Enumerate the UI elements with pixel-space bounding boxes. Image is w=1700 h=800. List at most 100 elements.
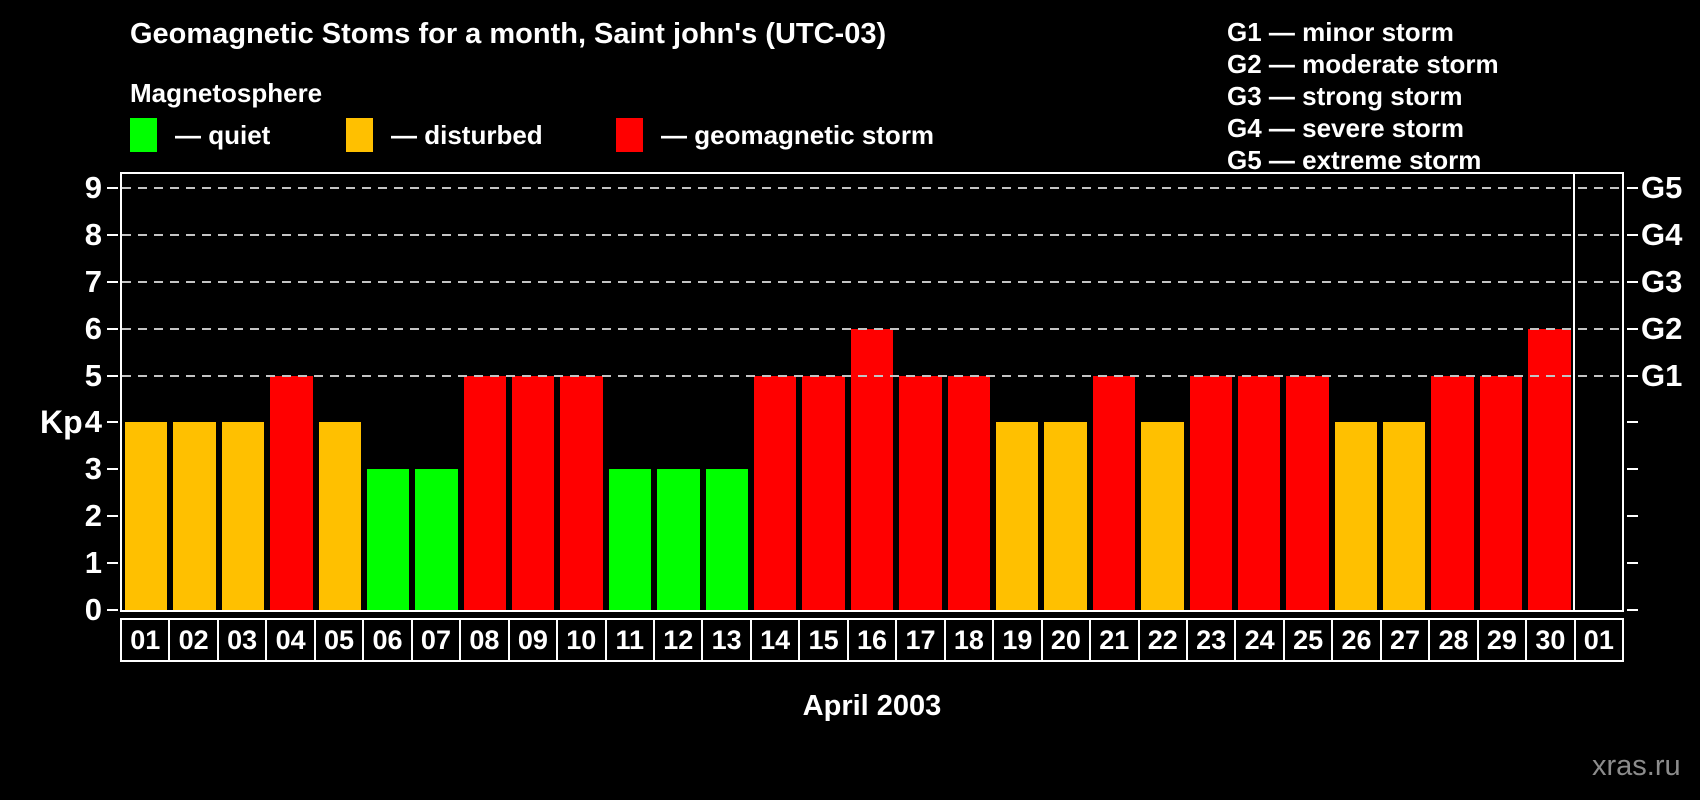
day-label-20: 20 <box>1040 618 1092 662</box>
bar-day-12 <box>657 469 700 610</box>
day-label-17: 17 <box>895 618 946 662</box>
day-label-11: 11 <box>604 618 655 662</box>
watermark: xras.ru <box>1592 750 1681 782</box>
x-axis-day-labels: 01 02 03 04 05 06 07 08 09 10 11 12 13 14 15 16 17 18 19 20… <box>120 618 1625 662</box>
kp-tick-label-4: 4 <box>84 404 102 440</box>
bar-day-07 <box>415 469 458 610</box>
kp-tick-6 <box>107 327 118 330</box>
legend-label-disturbed: — disturbed <box>391 119 543 150</box>
g-tick-7 <box>1627 280 1638 283</box>
bar-day-16 <box>850 328 894 610</box>
plot-frame <box>120 172 1624 612</box>
day-label-12: 12 <box>652 618 704 662</box>
day-label-10: 10 <box>556 618 607 662</box>
day-label-16: 16 <box>846 618 898 662</box>
x-axis-label: April 2003 <box>802 690 942 722</box>
g-axis: G1 G2 G3 G4 G5 <box>1624 170 1700 611</box>
bar-day-25 <box>1286 375 1329 610</box>
g-label-G2: G2 <box>1641 310 1683 346</box>
y-axis-label: Kp <box>40 404 83 440</box>
gridline-kp-6 <box>122 327 1622 330</box>
gridline-kp-5 <box>122 374 1622 377</box>
bar-day-22 <box>1141 422 1184 610</box>
bar-day-19 <box>995 422 1039 610</box>
day-label-18: 18 <box>943 618 995 662</box>
day-label-19: 19 <box>992 618 1043 662</box>
kp-tick-label-7: 7 <box>84 263 102 299</box>
magnetosphere-label: Magnetosphere <box>130 78 323 108</box>
day-label-06: 06 <box>362 618 413 662</box>
gscale-line-g3: G3 — strong storm <box>1227 81 1463 111</box>
gscale-legend: G1 — minor storm G2 — moderate storm G3 — … <box>1227 16 1499 176</box>
kp-tick-label-9: 9 <box>84 170 102 206</box>
g-label-G1: G1 <box>1641 357 1683 393</box>
kp-tick-2 <box>107 515 118 518</box>
bar-day-17 <box>899 375 942 610</box>
bar-day-06 <box>366 469 410 610</box>
bar-day-23 <box>1189 375 1232 610</box>
g-tick-4 <box>1627 421 1638 424</box>
day-label-14: 14 <box>749 618 801 662</box>
legend-label-storm: — geomagnetic storm <box>661 119 935 150</box>
g-tick-1 <box>1627 562 1638 565</box>
day-label-15: 15 <box>798 618 849 662</box>
day-label-30: 30 <box>1525 618 1576 662</box>
bar-day-02 <box>173 422 216 610</box>
day-label-23: 23 <box>1185 618 1237 662</box>
bar-day-20 <box>1044 422 1087 610</box>
kp-tick-label-6: 6 <box>84 310 102 346</box>
g-label-G4: G4 <box>1641 216 1683 252</box>
chart-title: Geomagnetic Stoms for a month, Saint joh… <box>130 18 887 50</box>
kp-tick-0 <box>107 609 118 611</box>
bar-day-14 <box>754 375 797 610</box>
day-label-25: 25 <box>1282 618 1334 662</box>
gscale-line-g1: G1 — minor storm <box>1227 17 1454 47</box>
kp-tick-label-5: 5 <box>84 357 102 393</box>
bar-day-08 <box>463 375 507 610</box>
plot-area <box>122 174 1622 610</box>
kp-tick-label-3: 3 <box>84 451 102 487</box>
day-label-01: 01 <box>120 618 171 662</box>
bar-day-13 <box>705 469 749 610</box>
bar-day-24 <box>1237 375 1281 610</box>
kp-tick-label-0: 0 <box>84 592 102 627</box>
legend-item-disturbed: — disturbed <box>346 118 543 152</box>
gridline-kp-7 <box>122 280 1622 283</box>
kp-tick-label-1: 1 <box>84 545 102 581</box>
bar-day-30 <box>1528 328 1571 610</box>
day-label-02: 02 <box>168 618 219 662</box>
bar-day-27 <box>1383 422 1426 610</box>
legend-item-storm: — geomagnetic storm <box>616 118 934 152</box>
bar-day-18 <box>947 375 990 610</box>
bar-day-21 <box>1092 375 1136 610</box>
bar-day-28 <box>1431 375 1474 610</box>
day-label-29: 29 <box>1476 618 1528 662</box>
storm-swatch-icon <box>616 118 643 152</box>
bar-day-04 <box>270 375 313 610</box>
day-label-03: 03 <box>216 618 268 662</box>
day-label-28: 28 <box>1428 618 1479 662</box>
kp-tick-8 <box>107 233 118 236</box>
gscale-line-g2: G2 — moderate storm <box>1227 49 1499 79</box>
disturbed-swatch-icon <box>346 118 373 152</box>
bar-day-09 <box>512 375 555 610</box>
kp-tick-label-8: 8 <box>84 216 102 252</box>
g-tick-5 <box>1627 374 1638 377</box>
quiet-swatch-icon <box>130 118 157 152</box>
day-label-07: 07 <box>410 618 462 662</box>
kp-tick-7 <box>107 280 118 283</box>
kp-tick-9 <box>107 187 118 190</box>
day-label-08: 08 <box>459 618 510 662</box>
bar-day-03 <box>221 422 265 610</box>
day-label-13: 13 <box>701 618 752 662</box>
g-label-G3: G3 <box>1641 263 1683 299</box>
kp-tick-3 <box>107 468 118 471</box>
bar-day-11 <box>608 469 652 610</box>
day-label-09: 09 <box>507 618 559 662</box>
day-label-01-next: 01 <box>1573 618 1625 662</box>
bar-day-15 <box>802 375 845 610</box>
bar-day-10 <box>560 375 603 610</box>
day-label-22: 22 <box>1137 618 1188 662</box>
kp-axis: 0 1 2 3 4 5 6 7 8 9 <box>0 170 122 627</box>
